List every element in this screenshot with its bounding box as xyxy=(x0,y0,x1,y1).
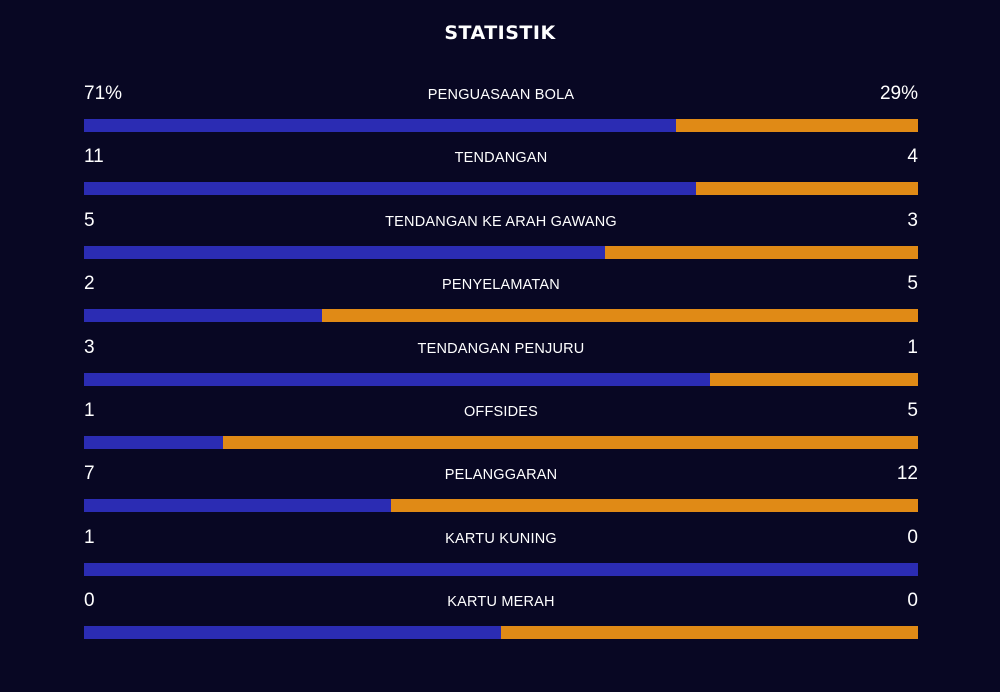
comparison-bar xyxy=(84,562,918,576)
home-bar-segment xyxy=(84,372,710,386)
home-bar-segment xyxy=(84,309,323,323)
stat-label: PENGUASAAN BOLA xyxy=(427,87,575,103)
stat-label: TENDANGAN PENJURU xyxy=(417,340,585,357)
stat-row: 0 KARTU MERAH 0 xyxy=(84,587,918,650)
home-value: 71% xyxy=(84,83,123,104)
away-bar-segment xyxy=(709,372,918,386)
home-bar-segment xyxy=(84,562,918,576)
stat-label: TENDANGAN KE ARAH GAWANG xyxy=(385,213,617,230)
stat-row: 1 OFFSIDES 5 xyxy=(84,397,918,460)
comparison-bar xyxy=(84,626,918,640)
stat-label: TENDANGAN xyxy=(454,150,548,167)
away-value: 4 xyxy=(907,146,918,168)
home-bar-segment xyxy=(84,499,392,513)
away-value: 29% xyxy=(879,83,918,104)
home-value: 2 xyxy=(84,273,95,295)
home-bar-segment xyxy=(84,245,606,259)
stat-row: 2 PENYELAMATAN 5 xyxy=(84,270,918,333)
home-bar-segment xyxy=(84,182,696,196)
away-value: 1 xyxy=(907,336,918,358)
away-value: 5 xyxy=(907,273,918,295)
comparison-bar xyxy=(84,245,918,259)
stat-label: KARTU KUNING xyxy=(445,530,557,547)
away-value: 3 xyxy=(907,209,918,231)
stat-label: PELANGGARAN xyxy=(444,467,558,484)
comparison-bar xyxy=(84,435,918,449)
stat-row: 71% PENGUASAAN BOLA 29% xyxy=(84,80,918,143)
away-value: 5 xyxy=(907,399,918,421)
away-value: 0 xyxy=(907,526,918,548)
stat-row: 5 TENDANGAN KE ARAH GAWANG 3 xyxy=(84,207,918,270)
away-bar-segment xyxy=(391,499,918,513)
home-bar-segment xyxy=(84,626,501,640)
home-bar-segment xyxy=(84,119,677,132)
stat-label: KARTU MERAH xyxy=(447,594,555,611)
stat-row: 7 PELANGGARAN 12 xyxy=(84,460,918,523)
comparison-bar xyxy=(84,182,918,196)
home-value: 1 xyxy=(84,399,95,421)
away-bar-segment xyxy=(695,182,918,196)
away-bar-segment xyxy=(501,626,918,640)
home-value: 11 xyxy=(84,146,104,168)
home-value: 1 xyxy=(84,526,95,548)
comparison-bar xyxy=(84,119,918,132)
stat-row: 1 KARTU KUNING 0 xyxy=(84,524,918,587)
stat-row: 11 TENDANGAN 4 xyxy=(84,143,918,206)
away-bar-segment xyxy=(322,309,918,323)
comparison-bar xyxy=(84,309,918,323)
home-value: 7 xyxy=(84,463,95,485)
away-bar-segment xyxy=(605,245,918,259)
stats-list: 71% PENGUASAAN BOLA 29% 11 TENDANGAN 4 5 TENDAN… xyxy=(84,80,918,651)
stat-row: 3 TENDANGAN PENJURU 1 xyxy=(84,334,918,397)
home-value: 0 xyxy=(84,590,95,612)
away-bar-segment xyxy=(676,119,918,132)
home-bar-segment xyxy=(84,435,223,449)
comparison-bar xyxy=(84,499,918,513)
comparison-bar xyxy=(84,372,918,386)
away-value: 12 xyxy=(896,463,918,485)
panel-title: STATISTIK xyxy=(444,22,556,44)
home-value: 5 xyxy=(84,209,95,231)
stat-label: PENYELAMATAN xyxy=(442,277,560,294)
stat-label: OFFSIDES xyxy=(463,403,539,420)
home-value: 3 xyxy=(84,336,95,358)
away-bar-segment xyxy=(222,435,918,449)
away-value: 0 xyxy=(907,590,918,612)
